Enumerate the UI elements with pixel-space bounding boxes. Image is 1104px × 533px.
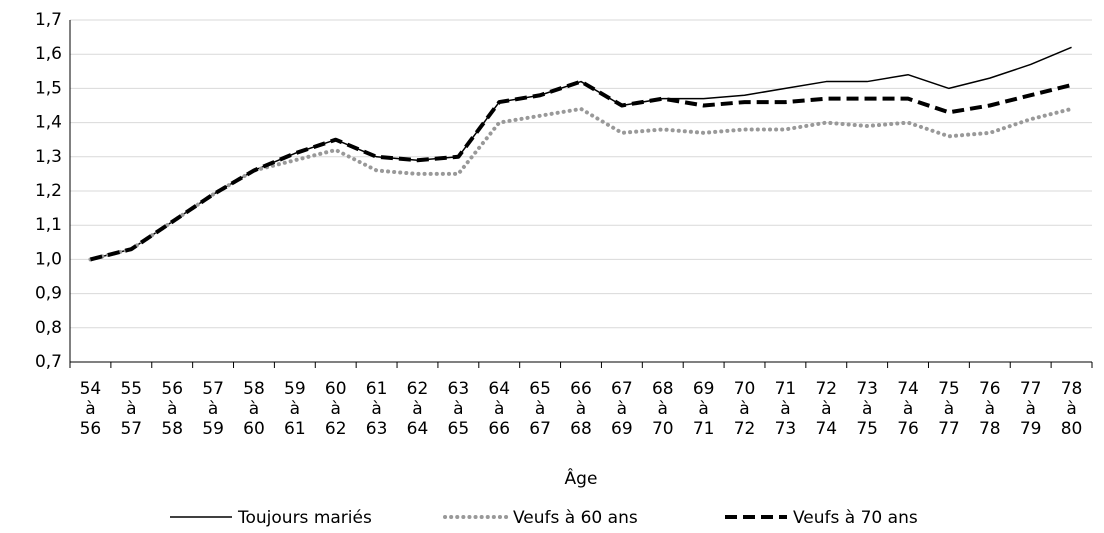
x-tick-label: 76 à 78 (979, 379, 1001, 439)
x-tick-label: 56 à 58 (161, 379, 183, 439)
x-tick-label: 77 à 79 (1020, 379, 1042, 439)
legend-label: Toujours mariés (237, 508, 372, 528)
y-tick-label: 1,2 (35, 181, 62, 201)
y-tick-label: 1,7 (35, 10, 62, 30)
y-tick-label: 1,6 (35, 44, 62, 64)
x-tick-label: 62 à 64 (407, 379, 429, 439)
x-tick-label: 60 à 62 (325, 379, 347, 439)
y-tick-label: 0,9 (35, 284, 62, 304)
x-tick-label: 71 à 73 (775, 379, 797, 439)
x-tick-label: 70 à 72 (734, 379, 756, 439)
y-tick-label: 1,4 (35, 113, 62, 133)
x-tick-label: 66 à 68 (570, 379, 592, 439)
x-tick-label: 61 à 63 (366, 379, 388, 439)
y-tick-label: 1,3 (35, 147, 62, 167)
series-line (90, 46, 1072, 261)
series-line (88, 106, 1074, 262)
x-tick-label: 64 à 66 (488, 379, 510, 439)
x-tick-label: 57 à 59 (202, 379, 224, 439)
y-tick-label: 0,8 (35, 318, 62, 338)
y-tick-label: 1,1 (35, 215, 62, 235)
legend-label: Veufs à 70 ans (793, 508, 918, 528)
x-tick-label: 72 à 74 (815, 379, 837, 439)
legend-label: Veufs à 60 ans (513, 508, 638, 528)
y-tick-label: 1,5 (35, 78, 62, 98)
x-tick-label: 75 à 77 (938, 379, 960, 439)
x-tick-label: 69 à 71 (693, 379, 715, 439)
x-tick-label: 54 à 56 (80, 379, 102, 439)
x-tick-label: 65 à 67 (529, 379, 551, 439)
x-tick-label: 55 à 57 (120, 379, 142, 439)
series-line (89, 79, 1073, 262)
x-axis-label: Âge (565, 467, 598, 489)
x-tick-label: 58 à 60 (243, 379, 265, 439)
x-tick-label: 68 à 70 (652, 379, 674, 439)
x-tick-label: 78 à 80 (1061, 379, 1083, 439)
x-tick-label: 63 à 65 (448, 379, 470, 439)
x-tick-label: 59 à 61 (284, 379, 306, 439)
x-tick-label: 74 à 76 (897, 379, 919, 439)
y-tick-label: 0,7 (35, 352, 62, 372)
x-tick-label: 67 à 69 (611, 379, 633, 439)
y-tick-label: 1,0 (35, 249, 62, 269)
x-tick-label: 73 à 75 (856, 379, 878, 439)
